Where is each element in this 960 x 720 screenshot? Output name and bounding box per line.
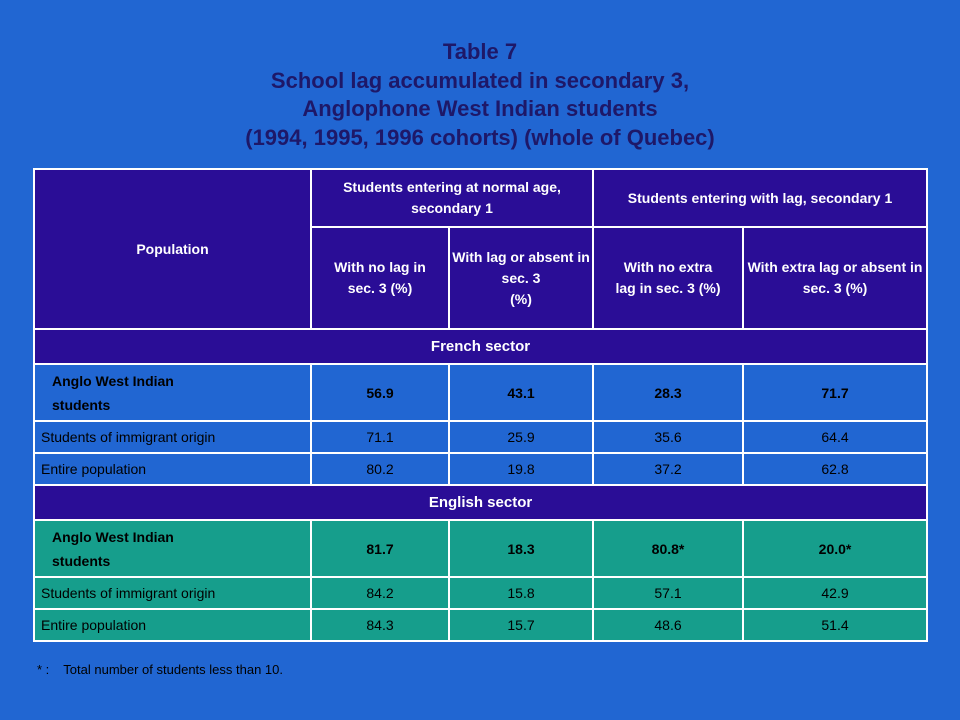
title-line: School lag accumulated in secondary 3, — [270, 67, 690, 93]
cell-value: 28.3 — [592, 363, 745, 422]
cell-value: 81.7 — [310, 519, 450, 578]
cell-value: 51.4 — [742, 608, 929, 642]
row-label-line: Anglo West Indian — [52, 528, 174, 545]
row-label-line: students — [52, 552, 111, 569]
cell-value: 25.9 — [447, 420, 595, 454]
cell-value: 19.8 — [447, 452, 595, 486]
subheader-line: With extra lag or absent in — [747, 259, 923, 275]
cell-value: 71.1 — [310, 420, 450, 454]
cell-value: 56.9 — [310, 363, 450, 422]
subheader-line: sec. 3 (%) — [347, 280, 413, 296]
cell-value: 62.8 — [742, 452, 929, 486]
row-label: Students of immigrant origin — [33, 420, 312, 454]
group-header-normal-age: Students entering at normal age, seconda… — [309, 168, 595, 228]
cell-value: 71.7 — [742, 363, 929, 422]
title-line: Table 7 — [442, 39, 518, 64]
subheader-line: lag in sec. 3 (%) — [615, 280, 721, 296]
row-label: Students of immigrant origin — [33, 576, 312, 610]
subheader-no-extra-lag: With no extra lag in sec. 3 (%) — [592, 226, 745, 330]
table-row: Students of immigrant origin 84.2 15.8 5… — [33, 576, 929, 610]
cell-value: 84.3 — [310, 608, 450, 642]
group-header-with-lag: Students entering with lag, secondary 1 — [592, 168, 929, 228]
row-label-line: Anglo West Indian — [52, 372, 174, 389]
cell-value: 42.9 — [742, 576, 929, 610]
row-label-line: students — [52, 396, 111, 413]
cell-value: 35.6 — [592, 420, 745, 454]
sector-header-french: French sector — [32, 328, 929, 365]
cell-value: 20.0* — [742, 519, 929, 578]
row-label: Entire population — [33, 452, 312, 486]
title-line: (1994, 1995, 1996 cohorts) (whole of Que… — [245, 124, 715, 150]
sector-header-english: English sector — [32, 484, 929, 521]
table-row: Anglo West Indian students 56.9 43.1 28.… — [33, 363, 929, 422]
cell-value: 48.6 — [592, 608, 745, 642]
subheader-line: sec. 3 — [501, 269, 541, 286]
footnote-text: Total number of students less than 10. — [63, 662, 283, 677]
table-row: Entire population 84.3 15.7 48.6 51.4 — [33, 608, 929, 642]
cell-value: 18.3 — [447, 519, 595, 578]
cell-value: 15.7 — [447, 608, 595, 642]
cell-value: 57.1 — [592, 576, 745, 610]
footnote: * : Total number of students less than 10… — [37, 662, 283, 677]
cell-value: 80.8* — [592, 519, 745, 578]
subheader-line: (%) — [510, 290, 532, 307]
cell-value: 80.2 — [310, 452, 450, 486]
cell-value: 64.4 — [742, 420, 929, 454]
cell-value: 15.8 — [447, 576, 595, 610]
subheader-line: With lag or absent in — [452, 248, 590, 265]
cell-value: 43.1 — [447, 363, 595, 422]
row-label: Anglo West Indian students — [33, 363, 312, 422]
table-row: Students of immigrant origin 71.1 25.9 3… — [33, 420, 929, 454]
footnote-marker: * : — [37, 662, 50, 677]
subheader-lag-or-absent: With lag or absent in sec. 3 (%) — [447, 226, 595, 330]
subheader-line: With no extra — [623, 259, 713, 275]
school-lag-table: Population Students entering at normal a… — [32, 168, 929, 642]
cell-value: 37.2 — [592, 452, 745, 486]
subheader-line: sec. 3 (%) — [802, 280, 868, 296]
row-label: Anglo West Indian students — [33, 519, 312, 578]
title-line: Anglophone West Indian students — [302, 96, 658, 121]
row-label: Entire population — [33, 608, 312, 642]
table-row: Entire population 80.2 19.8 37.2 62.8 — [33, 452, 929, 486]
subheader-line: With no lag in — [334, 259, 426, 275]
slide-title: Table 7 School lag accumulated in second… — [0, 38, 960, 152]
cell-value: 84.2 — [310, 576, 450, 610]
table-row: Anglo West Indian students 81.7 18.3 80.… — [33, 519, 929, 578]
subheader-extra-lag-or-absent: With extra lag or absent in sec. 3 (%) — [742, 226, 929, 330]
subheader-no-lag: With no lag in sec. 3 (%) — [310, 226, 450, 330]
population-header: Population — [33, 168, 312, 330]
